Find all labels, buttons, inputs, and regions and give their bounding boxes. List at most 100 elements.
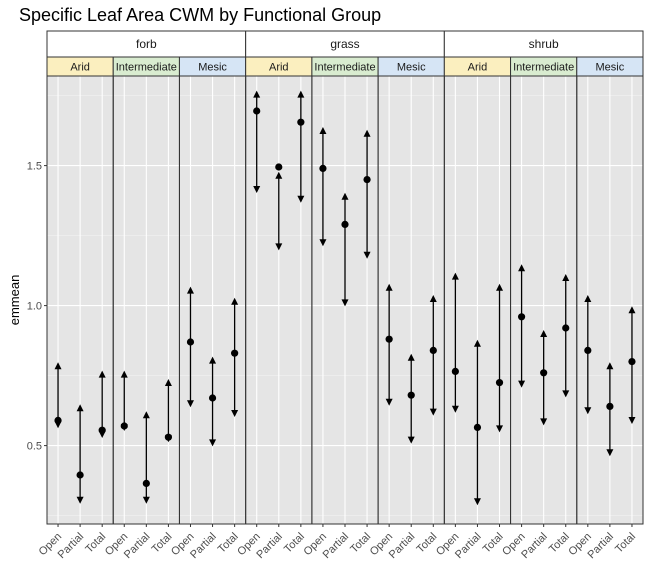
estimate-point (253, 107, 261, 115)
x-tick-label: Partial (122, 531, 153, 562)
upper-arrowhead (297, 90, 305, 98)
upper-arrowhead (496, 283, 504, 291)
lower-arrowhead (275, 243, 283, 251)
lower-arrowhead (473, 498, 481, 506)
plot-area: 0.51.01.5forbAridOpenPartialTotalInterme… (27, 30, 644, 562)
strip-aridity-label: Arid (269, 62, 289, 74)
estimate-point (562, 324, 570, 332)
upper-arrowhead (473, 339, 481, 347)
upper-arrowhead (584, 295, 592, 302)
upper-arrowhead (518, 264, 526, 272)
x-tick-label: Partial (519, 531, 550, 562)
lower-arrowhead (341, 299, 349, 307)
strip-group-label: forb (136, 37, 157, 51)
strip-group (245, 30, 445, 58)
estimate-point (208, 394, 217, 402)
upper-arrowhead (606, 362, 614, 370)
estimate-point (297, 118, 305, 126)
estimate-point (473, 423, 482, 431)
estimate-point (628, 358, 636, 366)
upper-arrowhead (76, 404, 84, 412)
x-tick-label: Partial (585, 531, 616, 562)
strip-aridity-label: Intermediate (513, 62, 574, 74)
upper-arrowhead (54, 362, 62, 370)
lower-arrowhead (319, 239, 327, 247)
upper-arrowhead (562, 274, 570, 281)
lower-arrowhead (142, 496, 150, 504)
y-axis-label: emmean (7, 275, 22, 326)
estimate-point (606, 402, 614, 410)
lower-arrowhead (231, 410, 239, 417)
strip-group-label: grass (330, 37, 359, 51)
lower-arrowhead (407, 436, 415, 444)
strip-group-label: shrub (529, 37, 559, 51)
estimate-point (540, 369, 548, 377)
upper-arrowhead (164, 379, 172, 386)
strip-aridity-label: Arid (468, 62, 488, 74)
strip-group (443, 30, 644, 58)
upper-arrowhead (429, 295, 437, 302)
x-tick-label: Partial (188, 531, 219, 562)
upper-arrowhead (186, 286, 194, 294)
strip-aridity-label: Mesic (596, 62, 625, 74)
upper-arrowhead (209, 356, 217, 364)
upper-arrowhead (319, 127, 327, 134)
x-tick-label: Partial (56, 531, 87, 562)
x-tick-label: Total (613, 531, 638, 556)
lower-arrowhead (562, 390, 570, 398)
lower-arrowhead (540, 418, 548, 426)
strip-aridity-label: Mesic (198, 62, 227, 74)
lower-arrowhead (606, 449, 614, 457)
y-tick-label: 1.0 (27, 301, 42, 313)
upper-arrowhead (231, 297, 239, 305)
strip-aridity-label: Mesic (397, 62, 426, 74)
estimate-point (385, 335, 393, 343)
estimate-point (341, 220, 349, 228)
strip-aridity-label: Intermediate (116, 62, 177, 74)
lower-arrowhead (385, 398, 393, 406)
estimate-point (186, 338, 195, 346)
lower-arrowhead (518, 380, 526, 388)
estimate-point (517, 313, 526, 321)
lower-arrowhead (209, 439, 217, 447)
y-tick-label: 1.5 (27, 161, 42, 173)
lower-arrowhead (253, 186, 261, 193)
upper-arrowhead (628, 306, 636, 314)
lower-arrowhead (363, 251, 371, 259)
estimate-point (495, 379, 504, 387)
strip-aridity-label: Intermediate (314, 62, 375, 74)
lower-arrowhead (496, 425, 504, 433)
upper-arrowhead (407, 353, 415, 361)
lower-arrowhead (584, 407, 592, 415)
upper-arrowhead (120, 370, 128, 378)
chart-title: Specific Leaf Area CWM by Functional Gro… (19, 5, 381, 25)
lower-arrowhead (76, 496, 84, 504)
estimate-point (54, 416, 62, 424)
lower-arrowhead (628, 417, 636, 424)
upper-arrowhead (253, 90, 261, 98)
estimate-point (429, 346, 437, 354)
upper-arrowhead (98, 370, 106, 378)
estimate-point (120, 422, 128, 430)
y-tick-label: 0.5 (27, 441, 42, 453)
upper-arrowhead (275, 171, 283, 179)
lower-arrowhead (429, 408, 437, 416)
strip-aridity-label: Arid (70, 62, 90, 74)
estimate-point (142, 479, 150, 487)
lower-arrowhead (451, 405, 459, 413)
estimate-point (584, 346, 592, 354)
lower-arrowhead (297, 195, 305, 203)
upper-arrowhead (142, 411, 150, 419)
estimate-point (231, 349, 239, 357)
upper-arrowhead (385, 283, 393, 291)
estimate-point (407, 391, 415, 399)
x-tick-label: Partial (321, 531, 352, 562)
estimate-point (98, 426, 106, 434)
upper-arrowhead (451, 272, 459, 280)
estimate-point (319, 164, 327, 172)
estimate-point (451, 367, 459, 375)
upper-arrowhead (363, 129, 371, 137)
estimate-point (76, 471, 84, 479)
estimate-point (164, 433, 173, 441)
